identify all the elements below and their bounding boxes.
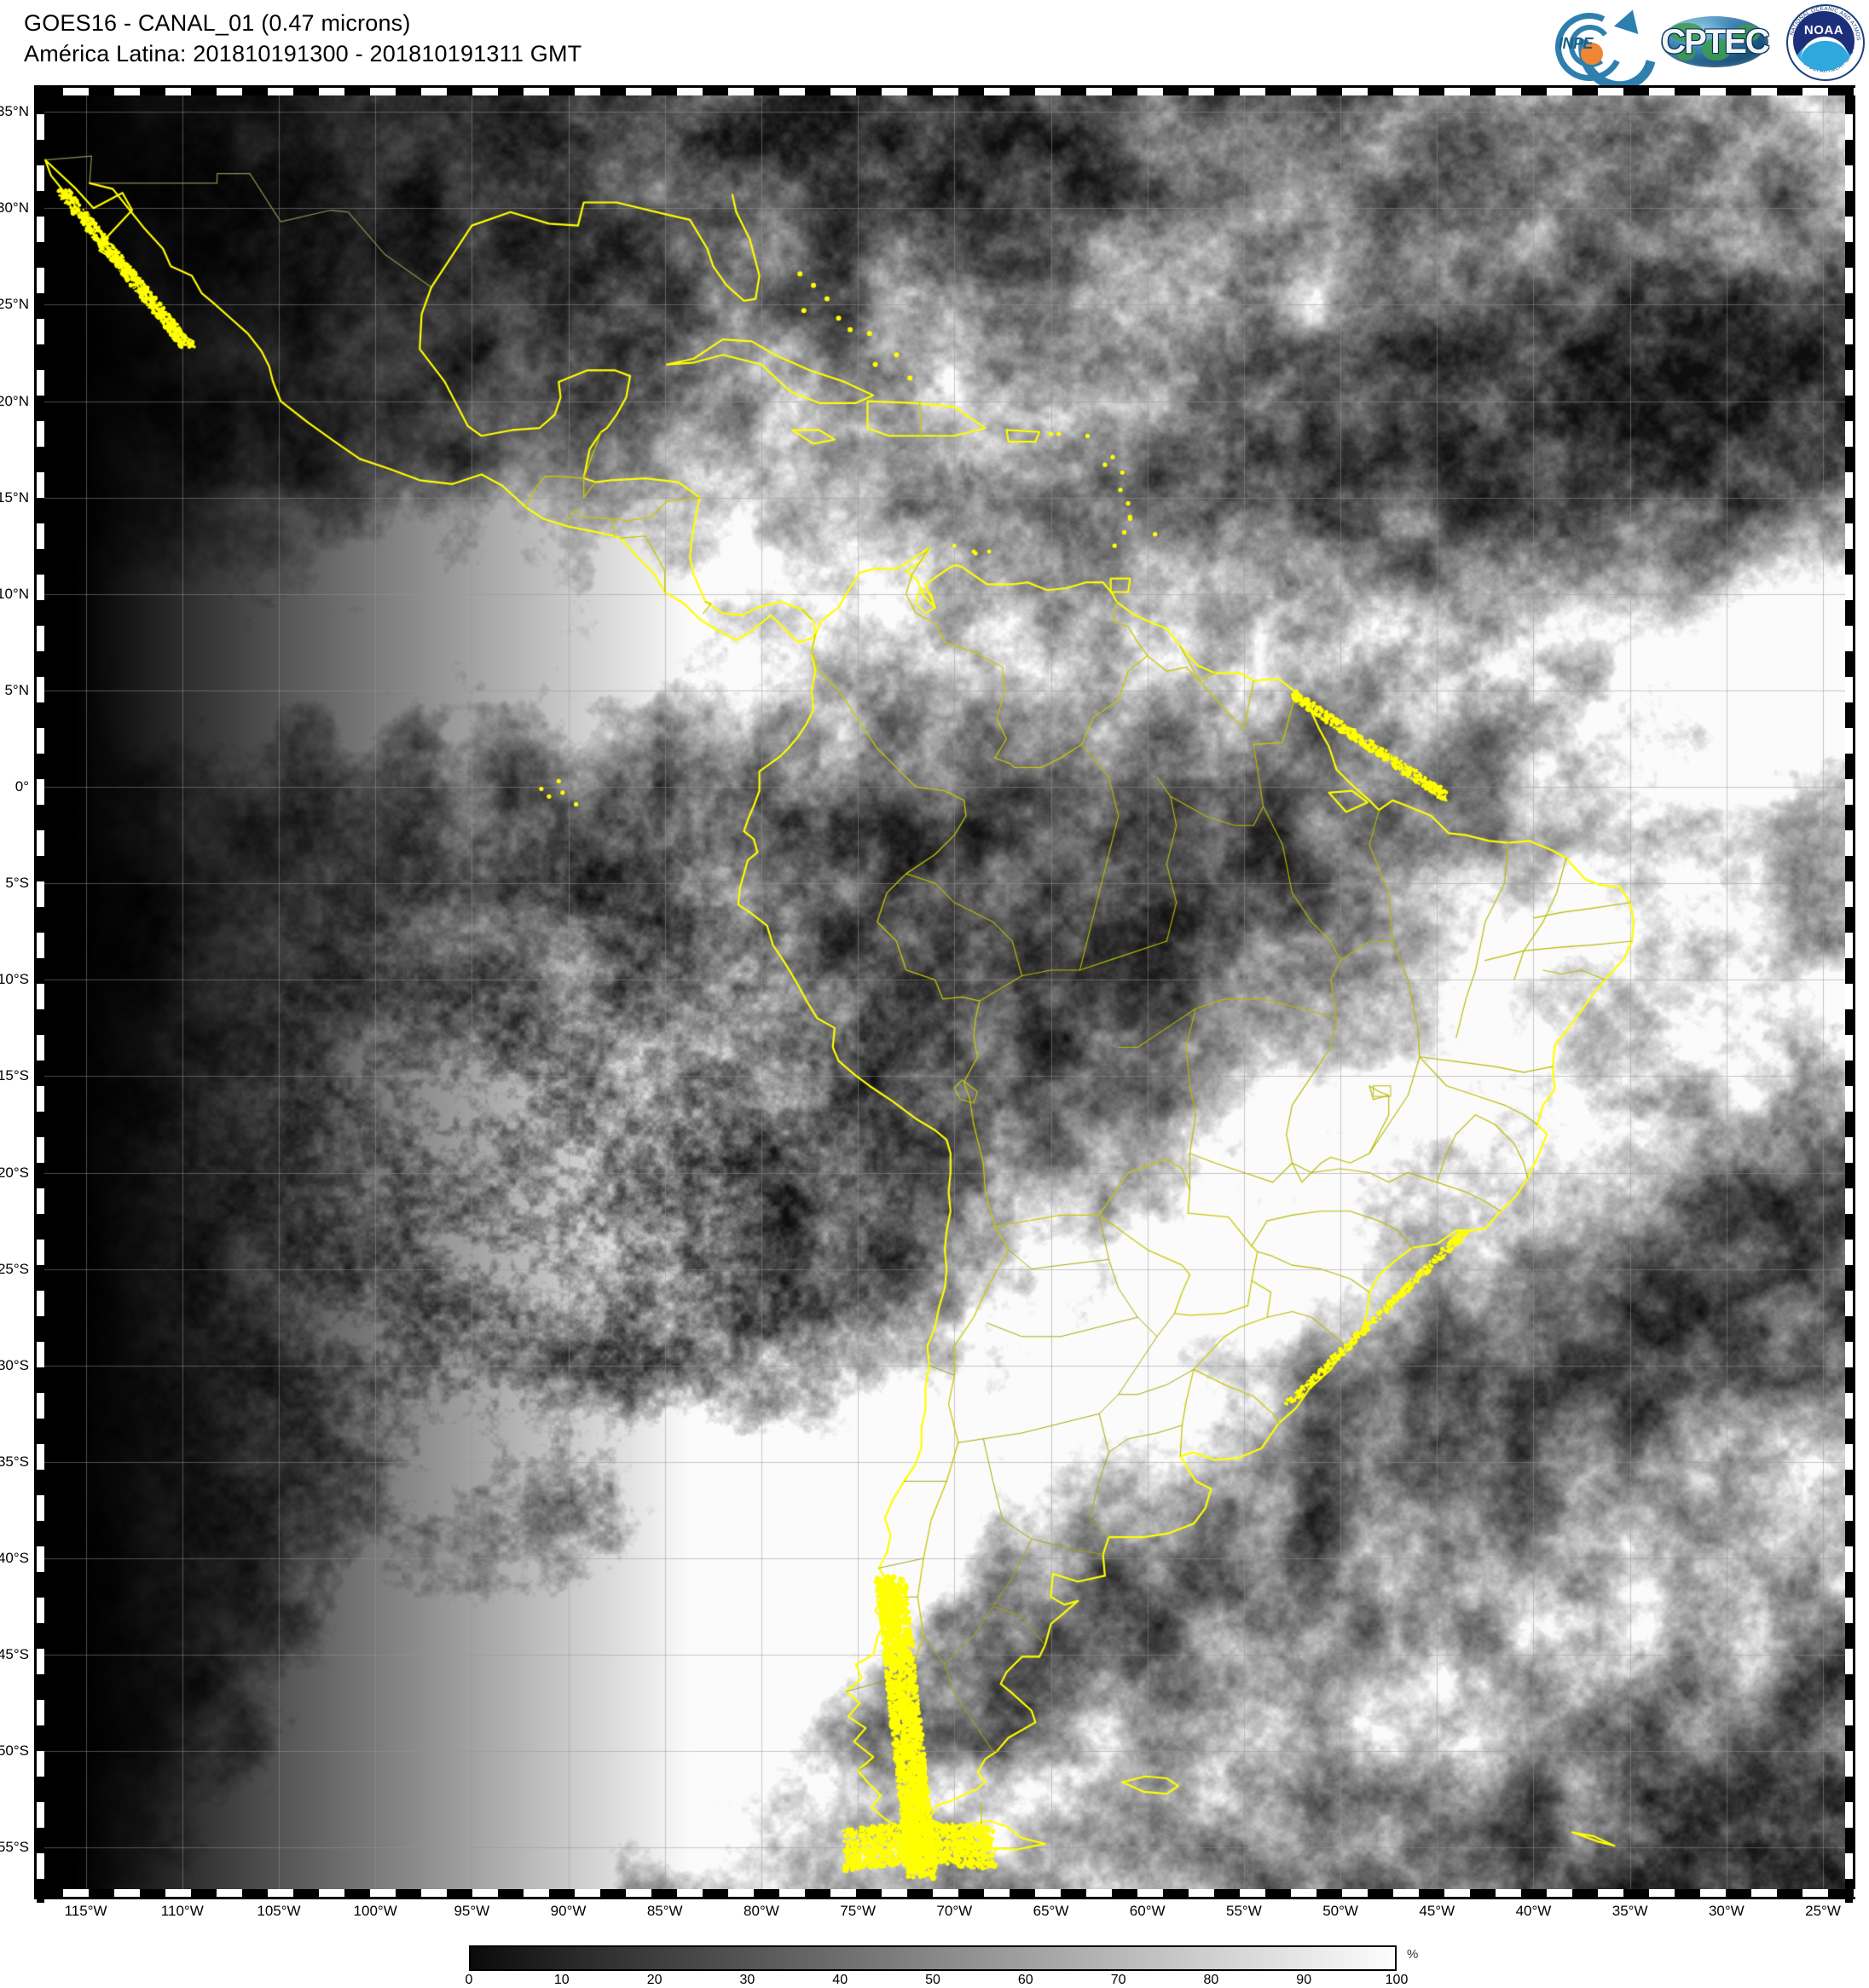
lon-tick-label: 90°W xyxy=(550,1903,587,1919)
frame-ticks-right xyxy=(1845,89,1853,1903)
lat-tick-label: 10°N xyxy=(0,585,29,602)
lat-tick-label: 5°S xyxy=(5,875,29,892)
region-time-subtitle: América Latina: 201810191300 - 201810191… xyxy=(24,40,582,66)
lat-tick-label: 10°S xyxy=(0,971,29,988)
lat-tick-label: 55°S xyxy=(0,1839,29,1856)
noaa-inner-emblem-icon: NOAA xyxy=(1793,11,1855,71)
lat-tick-label: 0° xyxy=(14,778,29,795)
lon-tick-label: 40°W xyxy=(1515,1903,1552,1919)
lat-tick-label: 25°N xyxy=(0,296,29,313)
lon-tick-label: 85°W xyxy=(646,1903,683,1919)
frame-ticks-left xyxy=(37,89,44,1903)
lon-tick-label: 25°W xyxy=(1805,1903,1841,1919)
lat-tick-label: 40°S xyxy=(0,1550,29,1567)
header-bar: GOES16 - CANAL_01 (0.47 microns) América… xyxy=(0,0,1869,106)
lon-tick-label: 60°W xyxy=(1129,1903,1166,1919)
lon-tick-label: 45°W xyxy=(1419,1903,1455,1919)
colorbar-block: % 0 10 20 30 40 50 60 70 80 90 100 xyxy=(0,1945,1869,1987)
colorbar-tick-labels: 0 10 20 30 40 50 60 70 80 90 100 xyxy=(465,1971,1409,1987)
lat-tick-label: 20°N xyxy=(0,392,29,409)
colorbar-gradient xyxy=(469,1945,1397,1971)
lon-tick-label: 110°W xyxy=(160,1903,204,1919)
satellite-image-canvas[interactable] xyxy=(38,89,1852,1896)
lat-tick-label: 45°S xyxy=(0,1646,29,1663)
colorbar-tick: 60 xyxy=(1017,1973,1033,1987)
lat-tick-label: 5°N xyxy=(4,681,29,698)
lat-tick-label: 15°N xyxy=(0,488,29,506)
colorbar-unit-label: % xyxy=(1407,1947,1419,1962)
lon-tick-label: 30°W xyxy=(1708,1903,1745,1919)
lat-tick-label: 20°S xyxy=(0,1164,29,1181)
lon-tick-label: 100°W xyxy=(353,1903,397,1919)
colorbar-tick: 20 xyxy=(646,1973,663,1987)
lon-tick-label: 115°W xyxy=(64,1903,107,1919)
lat-tick-label: 25°S xyxy=(0,1260,29,1277)
satellite-map[interactable] xyxy=(34,85,1859,1903)
noaa-wordmark: NOAA xyxy=(1803,23,1844,38)
title-block: GOES16 - CANAL_01 (0.47 microns) América… xyxy=(24,9,582,69)
colorbar-tick: 0 xyxy=(465,1973,473,1987)
lon-tick-label: 70°W xyxy=(936,1903,973,1919)
lat-tick-label: 50°S xyxy=(0,1742,29,1760)
inpe-logo: INPE xyxy=(1546,0,1671,106)
product-title: GOES16 - CANAL_01 (0.47 microns) xyxy=(24,10,411,36)
lat-tick-label: 30°S xyxy=(0,1356,29,1373)
lon-tick-label: 80°W xyxy=(744,1903,779,1919)
inpe-orange-dot-icon xyxy=(1581,43,1603,65)
lon-tick-label: 105°W xyxy=(257,1903,301,1919)
colorbar-tick: 10 xyxy=(553,1973,570,1987)
lon-tick-label: 50°W xyxy=(1322,1903,1358,1919)
lat-tick-label: 30°N xyxy=(0,199,29,217)
longitude-axis: 115°W 110°W 105°W 100°W 95°W 90°W 85°W 80°W 75°W… xyxy=(34,1899,1855,1928)
frame-ticks-top xyxy=(38,88,1859,95)
cptec-globe-icon xyxy=(1661,16,1768,67)
lon-tick-label: 65°W xyxy=(1033,1903,1069,1919)
noaa-logo: NATIONAL OCEANIC AND ATMOSPHERIC ADMIN U… xyxy=(1785,3,1865,81)
lon-tick-label: 75°W xyxy=(840,1903,877,1919)
colorbar-tick: 70 xyxy=(1110,1973,1126,1987)
noaa-seabird-icon xyxy=(1799,35,1849,61)
map-frame-border xyxy=(34,85,1859,1903)
lat-tick-label: 35°N xyxy=(0,103,29,120)
lon-tick-label: 55°W xyxy=(1226,1903,1262,1919)
lon-tick-label: 95°W xyxy=(454,1903,490,1919)
latitude-axis: 35°N 30°N 25°N 20°N 15°N 10°N 5°N 0° 5°S 10°S 15°S… xyxy=(0,85,34,1899)
frame-ticks-bottom xyxy=(38,1889,1859,1897)
colorbar-tick: 40 xyxy=(832,1973,848,1987)
cptec-wordmark: CPTEC xyxy=(1661,23,1770,61)
colorbar-tick: 30 xyxy=(739,1973,755,1987)
lat-tick-label: 35°S xyxy=(0,1453,29,1470)
lat-tick-label: 15°S xyxy=(0,1067,29,1084)
inpe-wordmark: INPE xyxy=(1559,35,1594,52)
colorbar-tick: 100 xyxy=(1385,1973,1409,1987)
colorbar-tick: 50 xyxy=(925,1973,940,1987)
colorbar-tick: 90 xyxy=(1296,1973,1312,1987)
colorbar-tick: 80 xyxy=(1203,1973,1219,1987)
logo-group: INPE CPTEC NATIONAL OCEANIC AND ATMOSPHE… xyxy=(1546,0,1865,106)
cptec-logo: CPTEC xyxy=(1659,4,1770,78)
lon-tick-label: 35°W xyxy=(1612,1903,1648,1919)
